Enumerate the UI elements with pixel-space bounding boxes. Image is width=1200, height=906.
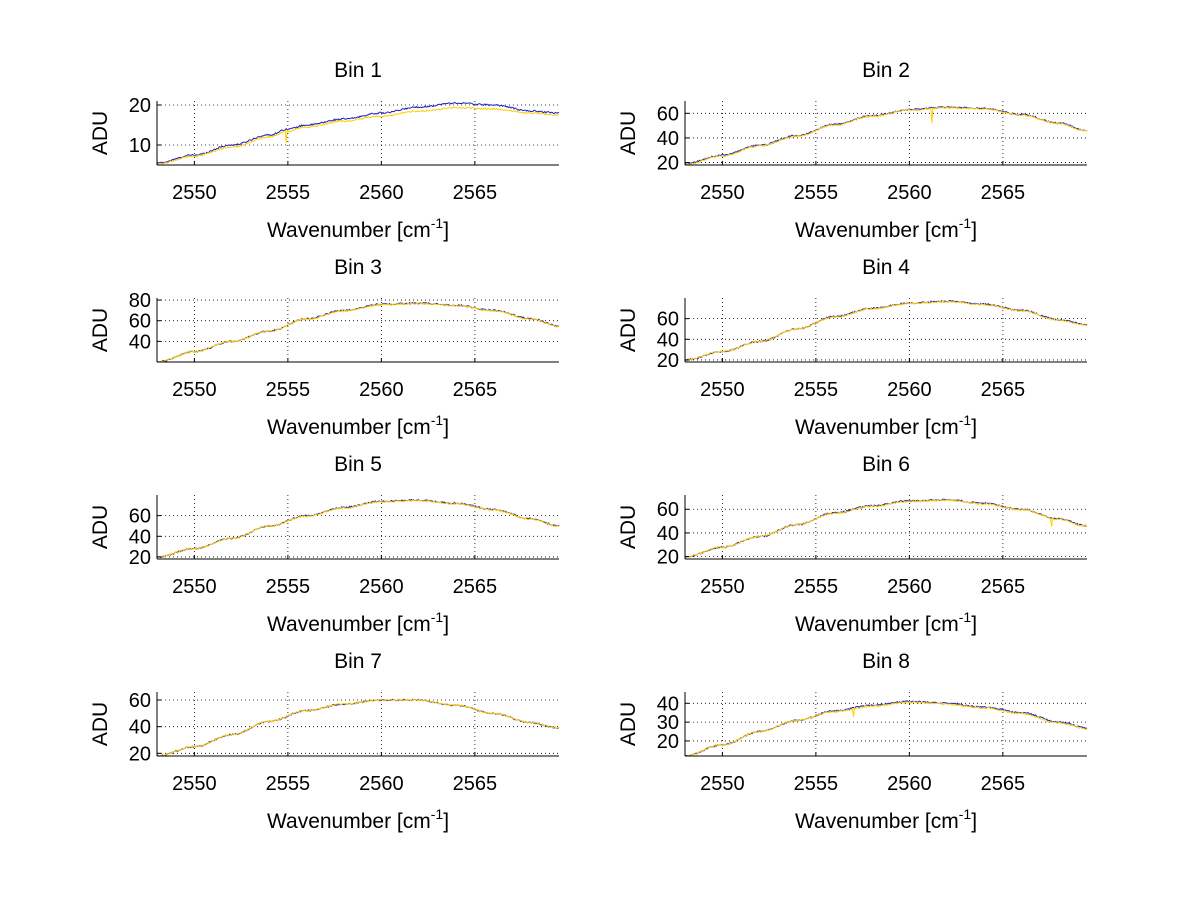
y-tick-label: 60 (657, 309, 679, 331)
x-axis-label: Wavenumber [cm-1] (267, 806, 449, 833)
x-tick-label: 2555 (266, 576, 311, 598)
x-tick-label: 2565 (453, 182, 498, 204)
series-line-yellow (684, 701, 1088, 757)
subplot-title: Bin 8 (862, 650, 910, 673)
y-tick-label: 40 (657, 523, 679, 545)
subplot-title: Bin 1 (334, 59, 382, 82)
series-line-yellow (156, 106, 560, 166)
x-tick-label: 2555 (794, 182, 839, 204)
x-tick-label: 2560 (359, 773, 404, 795)
y-tick-label: 60 (129, 690, 151, 712)
y-tick-label: 20 (129, 95, 151, 117)
x-tick-label: 2550 (172, 576, 217, 598)
y-tick-label: 60 (129, 506, 151, 528)
x-axis-label: Wavenumber [cm-1] (795, 609, 977, 636)
y-tick-label: 20 (657, 731, 679, 753)
y-tick-label: 20 (129, 743, 151, 765)
subplot-title: Bin 4 (862, 256, 910, 279)
x-axis-label: Wavenumber [cm-1] (267, 412, 449, 439)
x-tick-label: 2555 (794, 379, 839, 401)
x-tick-label: 2555 (794, 576, 839, 598)
x-tick-label: 2565 (453, 773, 498, 795)
y-tick-label: 60 (657, 499, 679, 521)
x-tick-label: 2550 (172, 773, 217, 795)
x-tick-label: 2560 (887, 576, 932, 598)
y-tick-label: 40 (129, 717, 151, 739)
x-tick-label: 2550 (700, 379, 745, 401)
y-tick-label: 20 (657, 153, 679, 175)
y-tick-label: 80 (129, 290, 151, 312)
x-tick-label: 2555 (266, 379, 311, 401)
subplot-bin-7: Bin 7 2550 2555 2560 2565 20 40 60 ADU Wavenumber… (89, 650, 560, 833)
y-axis-label: ADU (617, 308, 640, 352)
x-tick-label: 2565 (981, 379, 1026, 401)
series-line-yellow (685, 300, 1088, 361)
x-tick-label: 2565 (981, 773, 1026, 795)
y-axis-label: ADU (89, 505, 112, 549)
x-tick-label: 2560 (887, 379, 932, 401)
x-tick-label: 2560 (887, 182, 932, 204)
y-tick-label: 40 (129, 331, 151, 353)
x-tick-label: 2565 (453, 379, 498, 401)
x-tick-label: 2550 (700, 182, 745, 204)
series-line-yellow (156, 698, 560, 757)
series-line-yellow (156, 499, 560, 558)
series-line-blue (156, 101, 560, 165)
x-tick-label: 2550 (700, 773, 745, 795)
y-tick-label: 20 (657, 350, 679, 372)
x-tick-label: 2550 (172, 182, 217, 204)
subplot-title: Bin 2 (862, 59, 910, 82)
y-axis-label: ADU (89, 111, 112, 155)
y-tick-label: 40 (129, 526, 151, 548)
subplot-bin-1: Bin 1 2550 2555 2560 2565 10 20 ADU Wavenumber [… (89, 59, 560, 242)
y-axis-label: ADU (617, 702, 640, 746)
x-axis-label: Wavenumber [cm-1] (267, 215, 449, 242)
y-tick-label: 30 (657, 712, 679, 734)
series-line-blue (156, 698, 560, 757)
x-tick-label: 2555 (266, 773, 311, 795)
x-tick-label: 2565 (453, 576, 498, 598)
subplot-title: Bin 7 (334, 650, 382, 673)
y-axis-label: ADU (89, 702, 112, 746)
y-tick-label: 40 (657, 693, 679, 715)
y-tick-label: 10 (129, 135, 151, 157)
x-tick-label: 2560 (359, 379, 404, 401)
subplot-title: Bin 6 (862, 453, 910, 476)
x-tick-label: 2555 (266, 182, 311, 204)
y-tick-label: 40 (657, 329, 679, 351)
x-axis-label: Wavenumber [cm-1] (795, 806, 977, 833)
x-axis-label: Wavenumber [cm-1] (267, 609, 449, 636)
x-tick-label: 2555 (794, 773, 839, 795)
series-line-yellow (156, 302, 560, 363)
series-line-yellow (685, 106, 1088, 166)
y-tick-label: 60 (657, 103, 679, 125)
x-axis-label: Wavenumber [cm-1] (795, 412, 977, 439)
y-axis-label: ADU (617, 111, 640, 155)
y-tick-label: 20 (129, 547, 151, 569)
x-tick-label: 2560 (359, 182, 404, 204)
x-tick-label: 2550 (700, 576, 745, 598)
y-tick-label: 40 (657, 128, 679, 150)
y-axis-label: ADU (89, 308, 112, 352)
y-tick-label: 60 (129, 311, 151, 333)
x-tick-label: 2565 (981, 576, 1026, 598)
x-tick-label: 2560 (887, 773, 932, 795)
series-line-yellow (684, 499, 1088, 558)
x-tick-label: 2565 (981, 182, 1026, 204)
y-axis-label: ADU (617, 505, 640, 549)
subplot-title: Bin 3 (334, 256, 382, 279)
subplot-bin-2: Bin 2 2550 2555 2560 2565 20 40 60 ADU Wavenumber… (617, 59, 1088, 242)
x-axis-label: Wavenumber [cm-1] (795, 215, 977, 242)
x-tick-label: 2560 (359, 576, 404, 598)
subplot-title: Bin 5 (334, 453, 382, 476)
y-tick-label: 20 (657, 547, 679, 569)
x-tick-label: 2550 (172, 379, 217, 401)
